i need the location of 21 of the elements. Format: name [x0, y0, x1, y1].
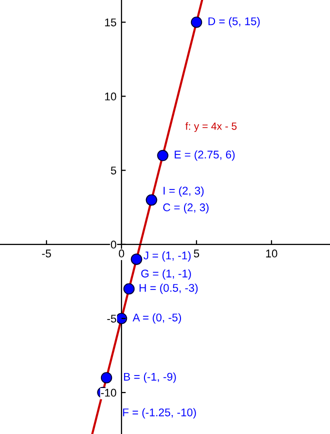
- annotation: C = (2, 3): [163, 203, 209, 214]
- x-tick-label: 10: [266, 250, 278, 258]
- annotation: H = (0.5, -3): [140, 284, 198, 294]
- annotation: J = (1, -1): [144, 251, 191, 262]
- x-tick-label: -5: [42, 250, 51, 258]
- annotation: F = (-1.25, -10): [123, 408, 196, 419]
- annotation: D = (5, 15): [208, 17, 260, 28]
- annotation: B = (-1, -9): [124, 372, 176, 383]
- y-tick-label: -5: [107, 314, 116, 323]
- x-tick-label: 5: [194, 250, 200, 258]
- annotation: I = (2, 3): [164, 186, 204, 197]
- y-tick-label: 5: [110, 166, 116, 174]
- y-tick-label: -10: [101, 388, 116, 397]
- series-label: f: y = 4x - 5: [185, 122, 237, 132]
- x-tick-label: 0: [118, 250, 124, 258]
- annotation: G = (1, -1): [141, 269, 191, 280]
- y-tick-label: 0: [110, 240, 116, 249]
- y-tick-label: 10: [105, 92, 116, 100]
- annotation: E = (2.75, 6): [174, 150, 235, 161]
- y-tick-label: 15: [105, 18, 116, 26]
- annotation: A = (0, -5): [132, 313, 182, 324]
